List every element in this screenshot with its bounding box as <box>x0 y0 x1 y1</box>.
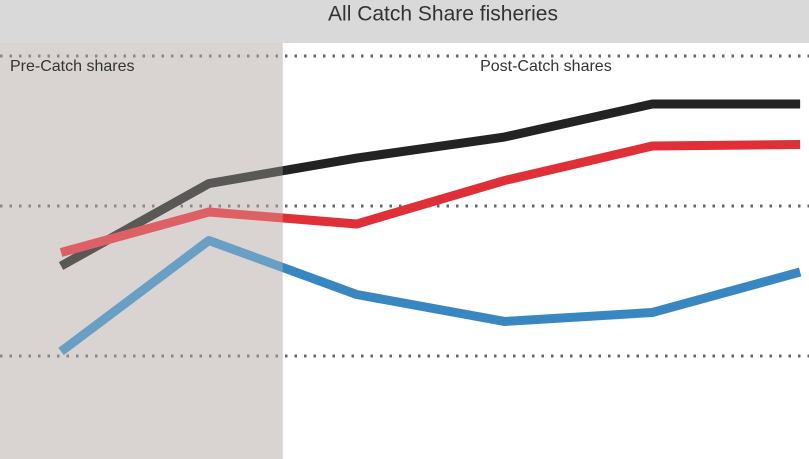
series-line <box>58 99 801 270</box>
region-label: Post-Catch shares <box>480 58 612 75</box>
region-overlay <box>0 43 283 459</box>
series-line <box>58 236 802 356</box>
series-line <box>59 140 801 257</box>
region <box>282 43 809 459</box>
title-strip <box>0 0 809 43</box>
region-label: Pre-Catch shares <box>10 58 135 75</box>
chart-title: All Catch Share fisheries <box>328 3 558 26</box>
